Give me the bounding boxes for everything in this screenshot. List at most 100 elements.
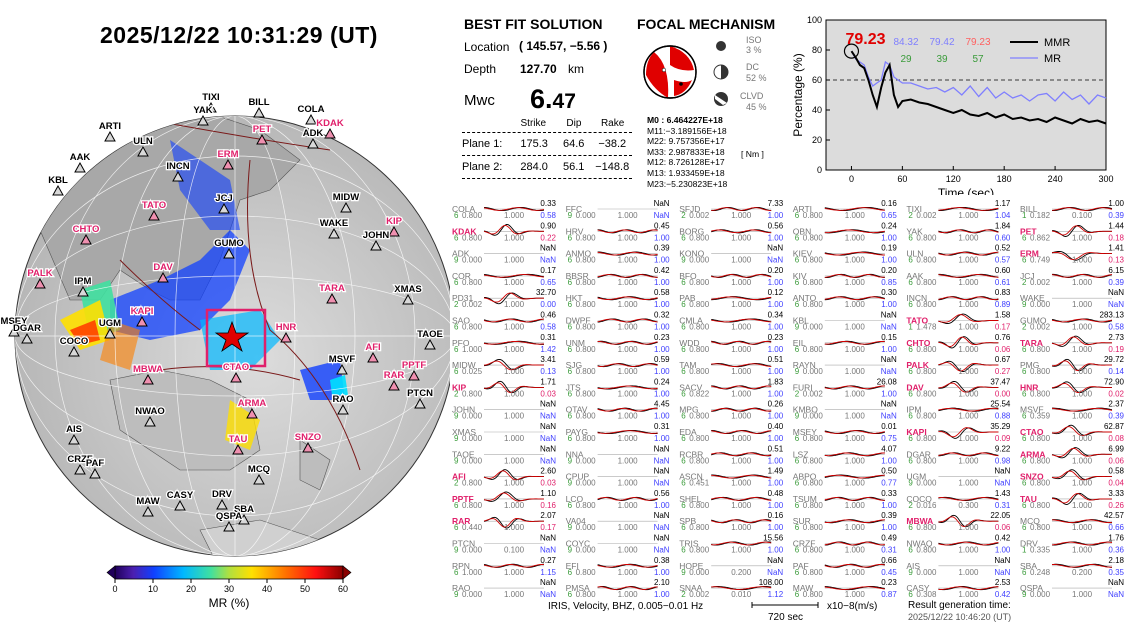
vr-value: NaN	[1108, 300, 1124, 309]
station-marker-icon	[218, 202, 230, 214]
component-count: 6	[681, 300, 686, 309]
station-code: CPUP	[566, 472, 590, 482]
waveform-row-bfo: BFO 0.20 6 0.800 1.000 1.00	[679, 266, 784, 287]
waveform-row-crzf: CRZF 0.49 6 0.800 1.000 0.31	[793, 534, 898, 555]
y-tick-label: 40	[812, 105, 822, 115]
vr-value: 0.58	[540, 211, 556, 220]
amplitude-value: 0.90	[540, 221, 556, 230]
observed-trace	[1051, 519, 1112, 524]
component-count: 1	[1022, 546, 1027, 555]
synthetic-trace	[711, 229, 772, 234]
weight-b: 1.000	[504, 211, 525, 220]
component-count: 6	[681, 479, 686, 488]
component-count: 6	[681, 367, 686, 376]
weight-b: 1.000	[504, 389, 525, 398]
weight-b: 1.000	[958, 323, 979, 332]
vr-value: 1.00	[881, 233, 897, 242]
epicenter-box	[205, 308, 267, 368]
component-count: 6	[568, 389, 573, 398]
station-code: RCBR	[679, 449, 703, 459]
weight-b: 1.000	[845, 389, 866, 398]
vr-value: 0.00	[540, 300, 556, 309]
synthetic-trace	[824, 229, 885, 234]
station-code: SFJD	[679, 204, 700, 214]
amplitude-value: 2.53	[995, 578, 1011, 587]
weight-a: 0.800	[576, 300, 597, 309]
station-marker-icon	[302, 441, 314, 453]
synthetic-trace	[711, 318, 772, 323]
synthetic-trace	[1051, 407, 1113, 412]
weight-a: 0.800	[803, 546, 824, 555]
weight-b: 1.000	[731, 345, 752, 354]
weight-b: 1.000	[618, 389, 639, 398]
station-code: TRIS	[679, 539, 699, 549]
synthetic-trace	[711, 274, 772, 278]
observed-trace	[711, 363, 772, 368]
weight-a: 0.800	[689, 501, 710, 510]
vr-value: 1.00	[768, 367, 784, 376]
amplitude-value: 0.51	[768, 355, 784, 364]
synthetic-trace	[1051, 360, 1112, 371]
station-code: ASCN	[679, 472, 703, 482]
amplitude-value: 0.59	[654, 355, 670, 364]
component-count: 6	[1022, 256, 1027, 265]
weight-a: 0.800	[689, 233, 710, 242]
weight-a: 0.000	[916, 479, 937, 488]
station-code: NWAO	[906, 539, 933, 549]
amplitude-value: 0.24	[881, 221, 897, 230]
component-count: 6	[454, 211, 459, 220]
weight-a: 0.800	[462, 211, 483, 220]
vr-value: 1.00	[654, 256, 670, 265]
weight-a: 0.000	[689, 568, 710, 577]
station-label: INCN	[166, 161, 189, 172]
weight-b: 1.000	[1072, 590, 1093, 599]
legend-metric: 84.32	[893, 37, 918, 48]
station-label: TAU	[229, 434, 248, 445]
weight-a: 0.002	[1030, 278, 1051, 287]
waveform-row-tsum: TSUM 0.33 6 0.800 1.000 1.00	[793, 489, 898, 510]
component-count: 6	[681, 546, 686, 555]
station-label: DAV	[153, 262, 173, 273]
weight-b: 1.000	[958, 278, 979, 287]
station-code: SNZO	[1020, 472, 1044, 482]
amplitude-value: 0.52	[995, 244, 1011, 253]
component-count: 6	[1022, 367, 1027, 376]
station-label: ARTI	[99, 121, 121, 132]
amplitude-value: 4.07	[881, 444, 897, 453]
component-count: 2	[681, 590, 686, 599]
australia-land	[109, 369, 261, 471]
weight-a: 0.800	[1030, 479, 1051, 488]
weight-b: 1.000	[845, 546, 866, 555]
weight-a: 0.800	[916, 389, 937, 398]
waveform-row-furi: FURI 26.08 2 0.002 1.000 1.00	[793, 377, 898, 398]
waveform-row-pmg: PMG 29.72 6 0.800 1.000 0.14	[1020, 355, 1125, 376]
amplitude-value: 0.31	[654, 422, 670, 431]
synthetic-trace	[824, 519, 885, 524]
station-marker-icon	[205, 101, 217, 113]
weight-a: 0.800	[1030, 523, 1051, 532]
amplitude-value: 1.41	[1108, 244, 1124, 253]
vr-value: 1.00	[768, 546, 784, 555]
synthetic-trace	[824, 340, 885, 345]
amplitude-value: 0.23	[654, 333, 670, 342]
synthetic-trace	[711, 452, 772, 457]
waveform-row-cola: COLA 0.33 6 0.800 1.000 0.58	[452, 199, 557, 220]
station-code: SNAA	[679, 583, 702, 593]
station-label: AIS	[66, 424, 82, 435]
station-marker-icon	[104, 327, 116, 339]
waveform-row-sba: SBA 2.18 6 0.248 0.200 0.35	[1020, 556, 1125, 577]
observed-trace	[938, 586, 999, 591]
synthetic-trace	[824, 541, 885, 546]
weight-b: 1.000	[1072, 300, 1093, 309]
component-count: 6	[795, 523, 800, 532]
component-count: 2	[681, 211, 686, 220]
component-count: 9	[681, 568, 686, 577]
station-code: CHTO	[906, 338, 930, 348]
waveform-row-pd31: PD31 32.70 2 0.002 1.000 0.00	[452, 288, 557, 309]
amplitude-value: 0.15	[881, 333, 897, 342]
weight-b: 1.000	[1072, 278, 1093, 287]
weight-a: 0.800	[462, 233, 483, 242]
component-count: 6	[795, 546, 800, 555]
waveform-row-nna: NNA NaN 9 0.000 1.000 NaN	[566, 444, 670, 465]
